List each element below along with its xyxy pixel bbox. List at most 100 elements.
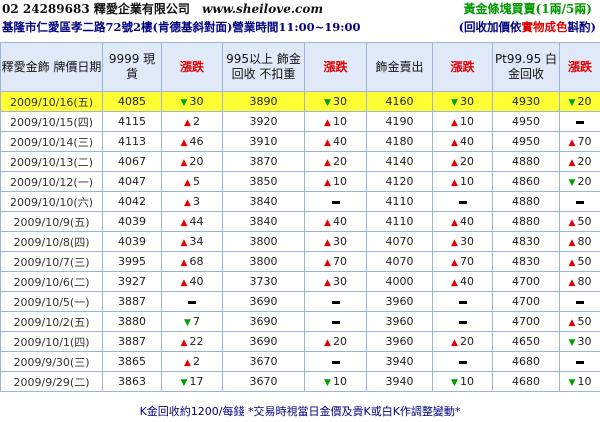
table-row: 2009/10/1(四) 3887 ▲ 22 3690 ▲ 20 3960 ▲ 20 4650 ▼ 30: [0, 331, 600, 352]
change-cell: ▲ 70: [432, 251, 493, 272]
change-value: 10: [577, 375, 592, 388]
date-cell: 2009/10/13(二): [0, 151, 103, 172]
change-cell: [559, 191, 600, 212]
change-cell: ▲ 10: [304, 111, 367, 132]
date-cell: 2009/10/16(五): [0, 91, 103, 112]
price-cell: 3960: [366, 291, 433, 312]
change-cell: ▲ 40: [432, 211, 493, 232]
change-value: 3: [192, 195, 200, 208]
price-cell: 3863: [102, 371, 162, 392]
no-change-icon: [331, 200, 340, 204]
price-cell: 3940: [366, 351, 433, 372]
change-value: 80: [577, 235, 592, 248]
price-cell: 4950: [492, 111, 560, 132]
price-cell: 3840: [222, 191, 305, 212]
table-row: 2009/10/9(五) 4039 ▲ 44 3840 ▲ 40 4110 ▲ 40 4880 ▲ 50: [0, 211, 600, 232]
change-value: 34: [189, 235, 204, 248]
down-arrow-icon: ▼: [568, 338, 576, 348]
up-arrow-icon: ▲: [324, 258, 331, 268]
promo-sub-post: 斟酌): [567, 20, 596, 34]
no-change-icon: [331, 360, 340, 364]
price-cell: 4000: [366, 271, 433, 292]
price-cell: 3960: [366, 311, 433, 332]
change-cell: ▲ 2: [161, 111, 223, 132]
change-cell: ▲ 70: [304, 251, 367, 272]
change-value: 70: [459, 255, 474, 268]
change-cell: ▲ 5: [161, 171, 223, 192]
up-arrow-icon: ▲: [184, 118, 191, 128]
price-cell: 4700: [492, 291, 560, 312]
up-arrow-icon: ▲: [180, 338, 188, 348]
down-arrow-icon: ▼: [180, 98, 188, 108]
price-cell: 3927: [102, 271, 162, 292]
table-row: 2009/10/7(三) 3995 ▲ 68 3800 ▲ 70 4070 ▲ 70 4830 ▲ 50: [0, 251, 600, 272]
up-arrow-icon: ▲: [568, 278, 576, 288]
down-arrow-icon: ▼: [451, 378, 458, 388]
price-cell: 4042: [102, 191, 162, 212]
change-cell: ▲ 80: [559, 271, 600, 292]
footer-note: K金回收約1200/每錢 *交易時視當日金價及貴K或白K作調整變動*: [139, 405, 461, 418]
change-cell: ▼ 7: [161, 311, 223, 332]
no-change-icon: [576, 300, 584, 304]
change-value: 30: [332, 235, 347, 248]
table-row: 2009/10/5(一) 3887 3690 3960 4700: [0, 291, 600, 312]
table-row: 2009/10/12(一) 4047 ▲ 5 3850 ▲ 10 4120 ▲ 10 4860 ▼ 20: [0, 171, 600, 192]
change-value: 20: [459, 155, 474, 168]
up-arrow-icon: ▲: [324, 118, 331, 128]
no-change-icon: [576, 360, 584, 364]
up-arrow-icon: ▲: [180, 158, 188, 168]
price-cell: 3800: [222, 231, 305, 252]
up-arrow-icon: ▲: [568, 218, 576, 228]
change-cell: ▲ 40: [304, 131, 367, 152]
change-value: 40: [459, 215, 474, 228]
change-cell: [559, 351, 600, 372]
up-arrow-icon: ▲: [184, 178, 191, 188]
change-value: 40: [459, 275, 474, 288]
change-cell: ▲ 34: [161, 231, 223, 252]
price-cell: 3670: [222, 371, 305, 392]
down-arrow-icon: ▼: [568, 378, 576, 388]
change-cell: ▼ 20: [559, 171, 600, 192]
price-cell: 4120: [366, 171, 433, 192]
change-value: 68: [189, 255, 204, 268]
price-cell: 3690: [222, 291, 305, 312]
change-cell: ▲ 50: [559, 211, 600, 232]
no-change-icon: [188, 300, 196, 304]
column-header-0: 釋愛金飾 牌價日期: [0, 42, 103, 92]
change-cell: [559, 291, 600, 312]
change-value: 40: [459, 135, 474, 148]
up-arrow-icon: ▲: [568, 158, 576, 168]
change-value: 44: [189, 215, 204, 228]
table-row: 2009/10/16(五) 4085 ▼ 30 3890 ▼ 30 4160 ▼ 30 4930 ▼ 2…: [0, 91, 600, 112]
up-arrow-icon: ▲: [568, 238, 576, 248]
column-header-8: 漲跌: [559, 42, 600, 92]
date-cell: 2009/10/12(一): [0, 171, 103, 192]
column-header-3: 995以上 飾金回收 不扣重: [222, 42, 305, 92]
price-cell: 3887: [102, 291, 162, 312]
up-arrow-icon: ▲: [451, 238, 458, 248]
up-arrow-icon: ▲: [180, 258, 188, 268]
website-link[interactable]: www.sheilove.com: [202, 2, 324, 16]
price-cell: 3995: [102, 251, 162, 272]
table-body: 2009/10/16(五) 4085 ▼ 30 3890 ▼ 30 4160 ▼ 30 4930 ▼ 2…: [0, 91, 600, 392]
table-row: 2009/10/15(四) 4115 ▲ 2 3920 ▲ 10 4190 ▲ 10 4950: [0, 111, 600, 132]
change-value: 70: [577, 135, 592, 148]
date-cell: 2009/10/10(六): [0, 191, 103, 212]
change-value: 50: [577, 255, 592, 268]
change-value: 30: [577, 335, 592, 348]
price-cell: 4190: [366, 111, 433, 132]
change-cell: ▲ 10: [304, 171, 367, 192]
change-cell: ▲ 30: [432, 231, 493, 252]
change-value: 50: [577, 215, 592, 228]
change-cell: ▲ 40: [161, 271, 223, 292]
price-table: 釋愛金飾 牌價日期 9999 現貨 漲跌 995以上 飾金回收 不扣重 漲跌 飾金賣出 漲跌…: [0, 42, 600, 392]
price-cell: 4039: [102, 211, 162, 232]
change-value: 20: [189, 155, 204, 168]
change-cell: ▲ 20: [304, 331, 367, 352]
price-cell: 4140: [366, 151, 433, 172]
change-value: 10: [459, 175, 474, 188]
change-cell: ▲ 30: [304, 271, 367, 292]
change-value: 30: [459, 235, 474, 248]
change-value: 20: [332, 335, 347, 348]
table-row: 2009/9/29(二) 3863 ▼ 17 3670 ▼ 10 3940 ▼ 10 4680 ▼ 10: [0, 371, 600, 392]
